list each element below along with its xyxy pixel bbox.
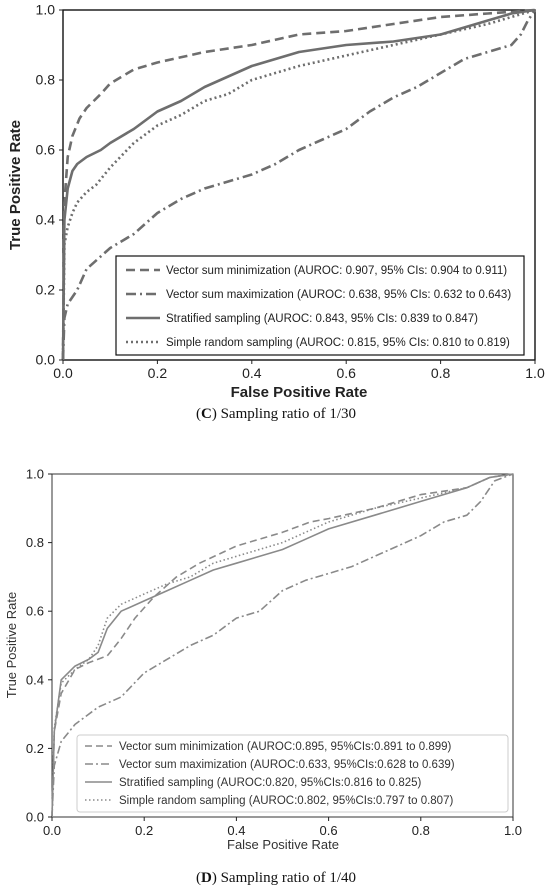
y-tick-label-d: 0.4: [26, 672, 44, 687]
series-line-vector-sum-maximization-c: [61, 9, 537, 361]
y-tick-label-c: 1.0: [36, 2, 56, 18]
x-tick-label-c: 0.8: [431, 365, 451, 381]
y-tick-label-d: 1.0: [26, 467, 44, 482]
legend-d: Vector sum minimization (AUROC:0.895, 95…: [76, 734, 509, 813]
y-tick-label-d: 0.2: [26, 741, 44, 756]
y-tick-label-c: 0.6: [36, 142, 56, 158]
legend-box-d: [76, 734, 509, 813]
legend-label-c-2: Vector sum maximization (AUROC: 0.638, 9…: [166, 289, 511, 301]
y-axis-label-d: True Positive Rate: [4, 592, 19, 698]
y-tick-label-c: 0.2: [36, 282, 56, 298]
roc-chart-c: 0.0 0.2 0.4 0.6 0.8 1.0 0.0 0.2 0.4 0.6 0.8 1.0 Fa…: [7, 2, 545, 423]
x-tick-label-d: 0.2: [135, 823, 153, 838]
series-line-stratified-sampling-c: [61, 8, 536, 361]
plot-frame-d: [51, 473, 514, 818]
legend-label-d-2: Vector sum maximization (AUROC:0.633, 95…: [119, 759, 455, 771]
legend-label-c-1: Vector sum minimization (AUROC: 0.907, 9…: [166, 265, 507, 277]
y-tick-label-c: 0.8: [36, 72, 56, 88]
legend-label-d-4: Simple random sampling (AUROC:0.802, 95%…: [119, 795, 453, 807]
y-tick-label-c: 0.4: [36, 212, 56, 228]
series-line-stratified-sampling-d: [51, 473, 514, 818]
x-tick-label-c: 0.0: [53, 365, 73, 381]
x-tick-label-c: 0.4: [242, 365, 262, 381]
x-tick-label-d: 1.0: [504, 823, 522, 838]
y-axis-label-c: True Positive Rate: [7, 120, 24, 250]
plot-frame-c: [62, 9, 536, 361]
y-tick-label-d: 0.8: [26, 535, 44, 550]
series-line-simple-random-sampling-c: [61, 8, 536, 361]
legend-c: Vector sum minimization (AUROC: 0.907, 9…: [115, 255, 525, 356]
series-line-simple-random-sampling-d: [51, 473, 514, 818]
caption-c: (C) Sampling ratio of 1/30: [196, 406, 356, 422]
y-tick-label-d: 0.6: [26, 604, 44, 619]
x-axis-label-d: False Positive Rate: [227, 837, 339, 852]
x-axis-label-c: False Positive Rate: [231, 384, 368, 401]
series-line-vector-sum-minimization-c: [61, 8, 536, 361]
legend-label-c-3: Stratified sampling (AUROC: 0.843, 95% C…: [166, 313, 478, 325]
roc-chart-d: 0.0 0.2 0.4 0.6 0.8 1.0 0.0 0.2 0.4 0.6 0.8 1.0 Fa…: [4, 467, 522, 887]
x-tick-label-c: 1.0: [525, 365, 545, 381]
y-tick-label-d: 0.0: [26, 810, 44, 825]
series-line-vector-sum-maximization-d: [51, 473, 514, 818]
legend-label-d-1: Vector sum minimization (AUROC:0.895, 95…: [119, 741, 452, 753]
x-tick-label-c: 0.6: [336, 365, 356, 381]
legend-box-c: [115, 255, 525, 356]
x-tick-label-d: 0.0: [43, 823, 61, 838]
x-tick-label-d: 0.6: [320, 823, 338, 838]
x-tick-label-d: 0.4: [227, 823, 245, 838]
caption-d: (D) Sampling ratio of 1/40: [196, 870, 356, 886]
legend-label-c-4: Simple random sampling (AUROC: 0.815, 95…: [166, 337, 510, 349]
x-tick-label-d: 0.8: [412, 823, 430, 838]
x-tick-label-c: 0.2: [148, 365, 168, 381]
legend-label-d-3: Stratified sampling (AUROC:0.820, 95%CIs…: [119, 777, 422, 789]
y-tick-label-c: 0.0: [36, 352, 56, 368]
